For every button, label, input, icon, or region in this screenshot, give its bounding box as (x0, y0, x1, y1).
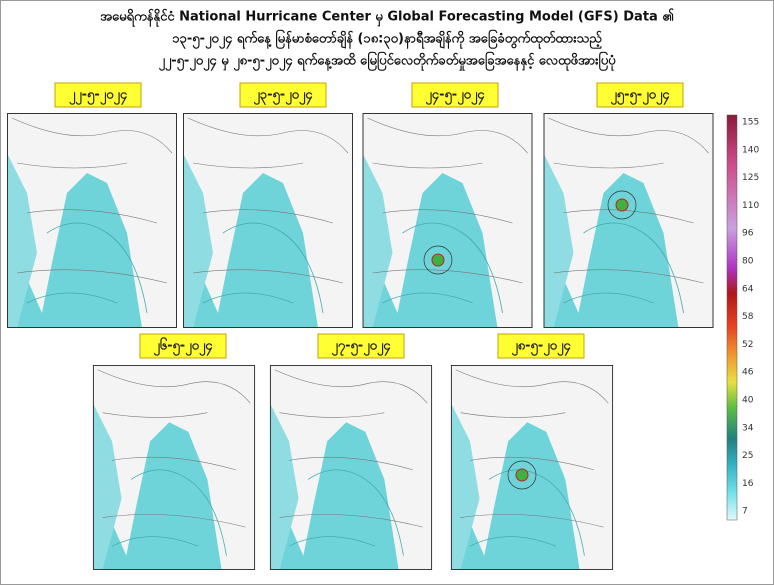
date-box (411, 82, 499, 108)
date-label: ၂၃-၅-၂၀၂၄ (253, 88, 313, 106)
colorbar-label: 96 (742, 229, 754, 239)
colorbar-label: 58 (742, 312, 754, 322)
title-line: ၁၃-၅-၂၀၂၄ ရက်နေ့ မြန်မာစံတော်ချိန် (၁၈:၃… (172, 29, 602, 50)
date-label: ၂၇-၅-၂၀၂၄ (331, 339, 391, 357)
storm-core (615, 198, 629, 212)
storm-core (431, 253, 445, 267)
colorbar-label: 140 (742, 145, 759, 155)
colorbar-label: 7 (742, 507, 748, 517)
colorbar-label: 16 (742, 479, 754, 489)
colorbar-label: 64 (742, 284, 754, 294)
date-label: ၂၅-၅-၂၀၂၄ (610, 88, 670, 106)
colorbar-label: 52 (742, 340, 753, 350)
colorbar-label: 46 (742, 368, 754, 378)
forecast-map (269, 365, 433, 570)
forecast-map (450, 365, 614, 570)
colorbar-label: 110 (742, 201, 759, 211)
date-box (596, 82, 684, 108)
forecast-map (183, 113, 353, 328)
colorbar-label: 125 (742, 173, 759, 183)
colorbar-label: 155 (742, 118, 759, 128)
colorbar-label: 80 (742, 257, 754, 267)
date-box (317, 333, 405, 359)
colorbar-label: 25 (742, 451, 753, 461)
forecast-map (362, 113, 533, 328)
colorbar-label: 34 (742, 423, 754, 433)
title-line: အမေရိကန်နိုင်ငံ National Hurricane Cente… (100, 8, 674, 28)
forecast-map (7, 113, 177, 328)
storm-ring (423, 245, 453, 275)
forecast-map (543, 113, 714, 328)
storm-ring (507, 460, 537, 490)
date-label: ၂၈-၅-၂၀၂၄ (511, 339, 571, 357)
date-box (139, 333, 227, 359)
date-box (497, 333, 585, 359)
storm-core (515, 468, 529, 482)
colorbar-label: 40 (742, 396, 754, 406)
title-line: ၂၂-၅-၂၀၂၄ မှ ၂၈-၅-၂၀၂၄ ရက်နေ့အထိ မြေပြင်… (158, 51, 616, 72)
date-label: ၂၂-၅-၂၀၂၄ (69, 88, 128, 106)
storm-ring (607, 190, 637, 220)
date-box (54, 82, 142, 108)
date-box (239, 82, 327, 108)
date-label: ၂၄-၅-၂၀၂၄ (425, 88, 485, 106)
date-label: ၂၆-၅-၂၀၂၄ (153, 337, 213, 357)
forecast-map (92, 365, 256, 570)
colorbar (726, 114, 738, 521)
